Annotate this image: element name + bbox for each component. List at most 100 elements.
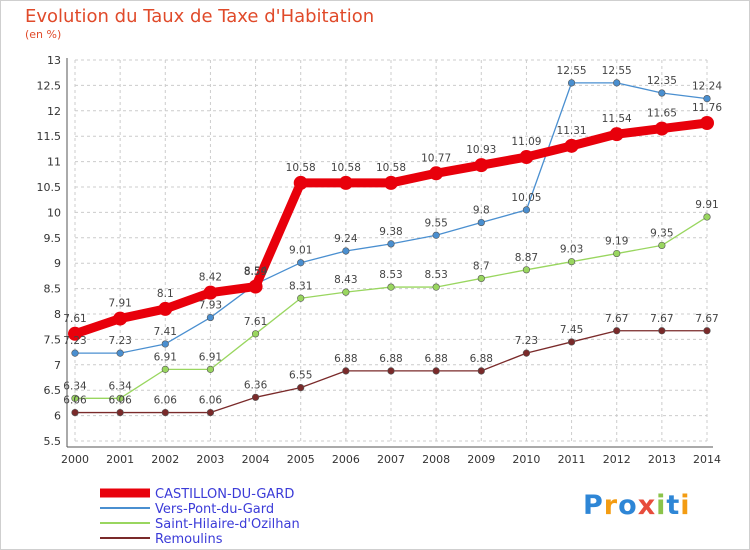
data-label: 6.91 [199, 351, 222, 363]
data-point [206, 365, 215, 373]
x-tick-label: 2008 [422, 453, 450, 466]
chart-title: Evolution du Taux de Taxe d'Habitation [25, 6, 375, 27]
data-point [654, 121, 669, 136]
data-point [477, 367, 485, 375]
x-tick-label: 2005 [287, 453, 315, 466]
x-tick-label: 2003 [196, 453, 224, 466]
data-label: 11.76 [692, 102, 722, 114]
data-label: 7.67 [605, 313, 628, 325]
data-label: 7.91 [108, 298, 131, 310]
data-label: 10.77 [421, 152, 451, 164]
data-label: 9.24 [334, 233, 358, 245]
x-tick-label: 2006 [332, 453, 360, 466]
x-tick-label: 2014 [693, 453, 721, 466]
y-tick-label: 6 [54, 410, 61, 423]
data-label: 9.03 [560, 244, 583, 256]
data-point [567, 79, 576, 87]
data-label: 6.91 [154, 351, 177, 363]
x-tick-label: 2010 [512, 453, 540, 466]
data-label: 9.8 [473, 205, 490, 217]
data-point [206, 408, 215, 417]
data-point [477, 218, 485, 227]
data-point [613, 79, 621, 87]
y-tick-label: 7.5 [44, 333, 62, 346]
data-label: 11.31 [557, 125, 587, 137]
logo-letter: r [603, 490, 619, 521]
logo-letter: i [680, 490, 691, 521]
data-label: 8.31 [289, 280, 312, 292]
chart-axes: 5.566.577.588.599.51010.51111.51212.5132… [37, 54, 722, 466]
data-label: 7.23 [515, 335, 538, 347]
data-label: 8.43 [334, 274, 357, 286]
data-label: 7.67 [650, 313, 673, 325]
data-point [700, 115, 714, 130]
data-label: 6.06 [154, 395, 178, 407]
data-label: 7.61 [244, 316, 267, 328]
data-point [387, 367, 395, 375]
data-point [522, 266, 531, 274]
y-tick-label: 11 [47, 156, 61, 169]
data-point [387, 240, 395, 248]
data-point [203, 285, 218, 300]
y-tick-label: 7 [54, 359, 61, 372]
data-point [474, 158, 489, 173]
data-point [113, 311, 128, 326]
data-point [613, 249, 621, 258]
data-point [658, 241, 666, 250]
data-label: 8.1 [157, 288, 174, 300]
data-point [71, 349, 79, 357]
data-point [251, 330, 260, 338]
data-point [161, 408, 169, 417]
y-tick-label: 11.5 [37, 130, 62, 143]
data-label: 6.34 [63, 380, 87, 392]
data-point [432, 283, 440, 291]
x-tick-label: 2011 [558, 453, 586, 466]
data-label: 9.35 [650, 227, 673, 239]
data-point [68, 326, 82, 341]
data-point [522, 206, 531, 214]
data-point [116, 408, 124, 417]
data-point [567, 258, 576, 266]
chart-legend: CASTILLON-DU-GARDVers-Pont-du-GardSaint-… [100, 487, 300, 547]
y-tick-label: 8.5 [44, 283, 62, 296]
data-label: 8.7 [473, 260, 490, 272]
chart-grid [74, 59, 708, 442]
data-label: 10.05 [511, 192, 541, 204]
logo-letter: x [637, 490, 657, 521]
data-label: 10.58 [376, 162, 406, 174]
y-tick-label: 6.5 [44, 384, 62, 397]
data-point [297, 294, 305, 302]
data-label: 8.87 [515, 252, 538, 264]
data-point [477, 274, 485, 283]
plot-area [75, 60, 707, 441]
data-point [429, 166, 444, 181]
x-tick-label: 2001 [106, 453, 134, 466]
chart-series [68, 79, 714, 417]
data-label: 6.34 [108, 380, 132, 392]
data-point [338, 175, 353, 190]
data-label: 9.91 [695, 199, 718, 211]
y-tick-label: 9.5 [44, 232, 62, 245]
x-tick-label: 2004 [242, 453, 270, 466]
legend-label: Saint-Hilaire-d'Ozilhan [155, 517, 300, 532]
legend-label: Vers-Pont-du-Gard [155, 502, 274, 517]
data-label: 12.35 [647, 75, 677, 87]
data-point [71, 408, 79, 417]
data-point [342, 367, 350, 375]
data-point [342, 288, 350, 296]
x-tick-label: 2012 [603, 453, 631, 466]
data-label: 10.93 [466, 144, 496, 156]
data-label: 8.53 [424, 269, 447, 281]
data-label: 6.88 [424, 353, 447, 365]
data-label: 11.65 [647, 108, 677, 120]
data-label: 8.53 [379, 269, 402, 281]
legend-label: CASTILLON-DU-GARD [155, 487, 294, 502]
data-point [384, 175, 398, 190]
data-point [703, 213, 711, 221]
x-tick-label: 2009 [467, 453, 495, 466]
data-label: 7.23 [63, 335, 86, 347]
logo-letter: P [583, 490, 604, 521]
data-point [567, 338, 576, 346]
data-label: 7.41 [154, 326, 177, 338]
logo-letter: i [656, 490, 667, 521]
